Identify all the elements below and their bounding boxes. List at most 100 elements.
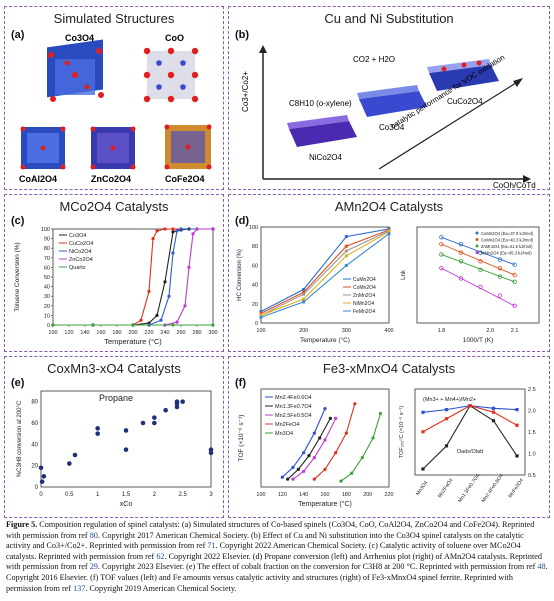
panel-b: Cu and Ni Substitution (b) Co3+/Co2+ CoO…: [228, 6, 550, 190]
legend-label: CuMn2O4: [353, 277, 376, 283]
y-tick-label: 70: [44, 256, 50, 262]
legend-swatch: [475, 231, 479, 235]
data-point: [123, 428, 129, 433]
caption-text-4: . Copyright 2022 Elsevier. (d) Propane c…: [6, 551, 542, 572]
data-point: [323, 438, 327, 442]
fit-line-2: [441, 254, 515, 283]
data-point: [152, 420, 157, 426]
chart-f2-frame: [414, 388, 526, 476]
caption-text-1: Composition regulation of spinel catalys…: [6, 520, 535, 540]
legend-label: Co3O4: [69, 233, 86, 239]
oxylene-label: C8H10 (o-xylene): [289, 99, 352, 108]
propane-legend: Propane: [99, 393, 133, 403]
x-axis-label: Temperature (°C): [298, 500, 352, 508]
ref-link-137[interactable]: 137: [73, 583, 86, 593]
data-point: [191, 232, 195, 236]
legend-swatch: [475, 244, 479, 248]
legend-label: CoMn2O4: [353, 285, 376, 291]
series-line-2: [422, 405, 518, 433]
x-axis-label: CoOh/CoTd: [493, 181, 536, 190]
data-point: [67, 461, 72, 466]
data-point: [478, 267, 483, 273]
data-point: [312, 456, 316, 460]
co3o4-label: Co3O4: [379, 123, 405, 132]
x-tick-label: 120: [278, 492, 287, 498]
data-point: [458, 250, 464, 255]
y-tick-label: 80: [31, 400, 38, 406]
data-point: [312, 477, 316, 481]
ref-link-29[interactable]: 29: [89, 562, 98, 572]
figure-caption: Figure 5. Composition regulation of spin…: [6, 520, 548, 594]
data-point: [195, 227, 199, 231]
panel-f: Fe3-xMnxO4 Catalysts (f) 100 120 140 160 180…: [228, 356, 550, 518]
y-right-axis-label: Ratio: [545, 424, 547, 440]
substitution-diagram: [259, 45, 531, 183]
data-point: [318, 436, 322, 440]
ref-link-80[interactable]: 80: [89, 530, 98, 540]
y-right-tick-label: 2.5: [528, 387, 536, 393]
data-point: [151, 237, 155, 241]
data-point: [387, 232, 391, 236]
y-axis-label: Toluene Conversion (%): [14, 242, 21, 311]
legend-label: ZnMn2O4: [353, 293, 375, 299]
panel-b-title: Cu and Ni Substitution: [324, 11, 454, 26]
data-point: [515, 454, 519, 458]
label-cofe2o4: CoFe2O4: [165, 174, 205, 184]
hc-conversion-chart: 100 200 300 400 0 20 40 60 80 100 Temperature (°C)…: [237, 225, 394, 344]
data-point: [334, 451, 338, 455]
y-tick-label: 80: [44, 246, 50, 252]
data-point: [421, 410, 425, 414]
x-tick-label: 2.0: [486, 328, 494, 334]
data-point: [458, 259, 464, 264]
legend-label: ZnMn2O4 (Ea=41.5 kJ/mol): [481, 244, 533, 249]
y-tick-label: 20: [44, 304, 50, 310]
ref-link-62[interactable]: 62: [156, 551, 165, 561]
data-point: [344, 263, 348, 267]
tof-temperature-chart: 100 120 140 160 180 200 220 Temperature (°C) TOF…: [238, 388, 394, 508]
data-point: [371, 436, 375, 440]
data-point: [421, 467, 425, 471]
x-axis-label: Temperature (°C): [104, 337, 162, 346]
x-tick-label: 200: [128, 330, 137, 336]
data-point: [171, 251, 175, 255]
data-point: [183, 304, 187, 308]
data-point: [444, 417, 449, 421]
data-point: [497, 293, 503, 298]
data-point: [296, 467, 300, 471]
caption-text-5: . Copyright 2023 Elsevier. (e) The effec…: [97, 562, 538, 572]
data-point: [458, 241, 464, 247]
coo-structure: [143, 47, 199, 103]
legend-label: Mn2.4Fe0.6O4: [275, 395, 312, 401]
data-point: [259, 309, 263, 313]
ref-link-71[interactable]: 71: [207, 541, 216, 551]
data-point: [344, 254, 348, 258]
x-tick-label: 400: [384, 328, 393, 334]
data-point: [291, 477, 295, 481]
panel-e-title: CoxMn3-xO4 Catalysts: [47, 361, 181, 376]
category-label: Mn1.3Fe0.7O4: [457, 473, 481, 504]
data-point: [328, 416, 332, 420]
y-axis-label: %C3H8 conversion at 200°C: [17, 400, 23, 477]
data-point: [334, 416, 338, 420]
y-tick-label: 0: [47, 323, 50, 329]
series-line-ZnMn2O4: [260, 230, 390, 316]
category-label: Mn3O4: [415, 480, 429, 497]
x-axis-label: Temperature (°C): [300, 336, 350, 344]
data-point: [512, 262, 517, 267]
data-point: [497, 257, 503, 262]
x-tick-label: 1.5: [122, 492, 131, 498]
y-right-tick-label: 2.0: [528, 409, 536, 415]
ref-link-48[interactable]: 48: [537, 562, 546, 572]
legend-label: CuCo2O4: [69, 241, 93, 247]
y-right-tick-label: 1.0: [528, 452, 536, 458]
x-tick-label: 2.1: [511, 328, 519, 334]
y-tick-label: 40: [44, 285, 50, 291]
y-tick-label: 60: [252, 263, 258, 269]
data-point: [171, 227, 175, 231]
y-axis-label: HC Conversion (%): [237, 249, 243, 301]
data-point: [478, 250, 483, 255]
panel-d: AMn2O4 Catalysts (d) 100 200 300 400 0 20 40 60…: [228, 194, 550, 352]
x-tick-label: 180: [112, 330, 121, 336]
caption-text-3: . Copyright 2022 American Chemical Socie…: [6, 541, 521, 561]
series-line-FeMn2O4: [260, 233, 390, 318]
